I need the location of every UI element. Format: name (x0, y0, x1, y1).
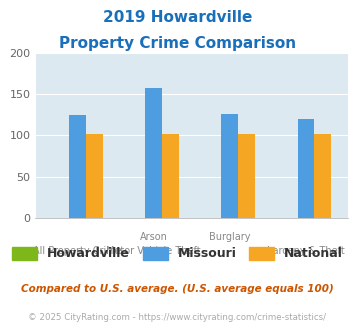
Text: Motor Vehicle Theft: Motor Vehicle Theft (106, 246, 201, 255)
Bar (86, 134, 103, 218)
Bar (222, 114, 238, 218)
Text: All Property Crime: All Property Crime (33, 246, 122, 255)
Text: © 2025 CityRating.com - https://www.cityrating.com/crime-statistics/: © 2025 CityRating.com - https://www.city… (28, 314, 327, 322)
Bar (238, 134, 255, 218)
Text: Compared to U.S. average. (U.S. average equals 100): Compared to U.S. average. (U.S. average … (21, 284, 334, 294)
Text: Burglary: Burglary (209, 232, 251, 242)
Bar (145, 88, 162, 218)
Text: Property Crime Comparison: Property Crime Comparison (59, 36, 296, 51)
Bar (315, 134, 331, 218)
Bar (297, 119, 315, 218)
Legend: Howardville, Missouri, National: Howardville, Missouri, National (6, 241, 349, 267)
Bar (162, 134, 179, 218)
Text: 2019 Howardville: 2019 Howardville (103, 10, 252, 25)
Text: Arson: Arson (140, 232, 168, 242)
Bar (69, 115, 86, 218)
Text: Larceny & Theft: Larceny & Theft (267, 246, 345, 255)
